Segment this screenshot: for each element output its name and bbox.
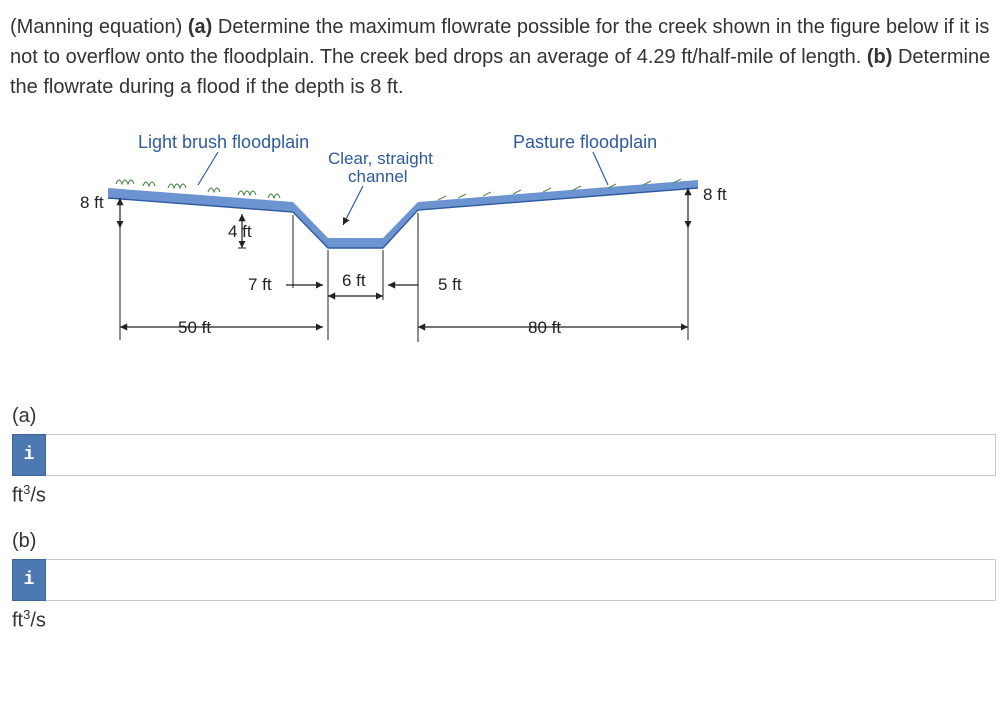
answer-b-row: i — [12, 559, 996, 601]
part-b-tag: (b) — [867, 46, 893, 68]
dim-8ft-left: 8 ft — [80, 193, 104, 212]
water-fill — [108, 180, 698, 248]
unit-b: ft3/s — [12, 607, 996, 633]
creek-diagram: Light brush floodplain Pasture floodplai… — [68, 130, 728, 370]
label-part-b: (b) — [12, 530, 996, 553]
problem-prefix: (Manning equation) — [10, 16, 188, 38]
label-right-floodplain: Pasture floodplain — [513, 132, 657, 152]
answer-b-input[interactable] — [46, 559, 996, 601]
dim-7ft: 7 ft — [248, 275, 272, 294]
dim-8ft-right: 8 ft — [703, 185, 727, 204]
dim-5ft: 5 ft — [438, 275, 462, 294]
problem-statement: (Manning equation) (a) Determine the max… — [10, 12, 996, 102]
label-part-a: (a) — [12, 405, 996, 428]
answer-a-input[interactable] — [46, 434, 996, 476]
dim-6ft-group: 6 ft — [328, 250, 383, 300]
label-channel2: channel — [348, 167, 408, 186]
unit-a: ft3/s — [12, 482, 996, 508]
label-channel1: Clear, straight — [328, 149, 433, 168]
label-left-floodplain: Light brush floodplain — [138, 132, 309, 152]
part-a-tag: (a) — [188, 16, 212, 38]
dim-6ft: 6 ft — [342, 271, 366, 290]
answer-a-row: i — [12, 434, 996, 476]
dim-4ft: 4 ft — [228, 222, 252, 241]
figure: Light brush floodplain Pasture floodplai… — [68, 130, 996, 375]
info-icon-b[interactable]: i — [12, 559, 46, 601]
info-icon-a[interactable]: i — [12, 434, 46, 476]
